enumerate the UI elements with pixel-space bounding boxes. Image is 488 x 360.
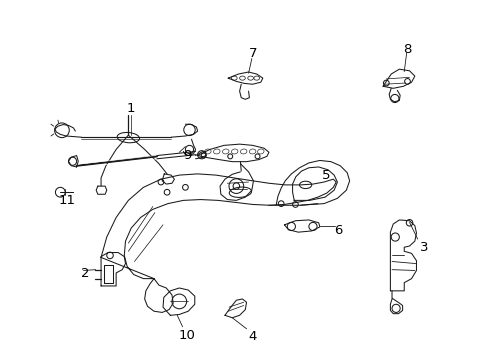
Text: 3: 3 [419,241,427,254]
Text: 8: 8 [403,43,411,56]
Text: 11: 11 [59,194,76,207]
Text: 5: 5 [321,170,329,183]
Text: 7: 7 [248,47,256,60]
Text: 1: 1 [126,102,134,115]
Text: 10: 10 [179,329,196,342]
Text: 9: 9 [183,149,191,162]
Circle shape [233,183,239,189]
Text: 4: 4 [248,330,256,343]
Text: 2: 2 [81,267,89,280]
Text: 6: 6 [333,224,342,238]
